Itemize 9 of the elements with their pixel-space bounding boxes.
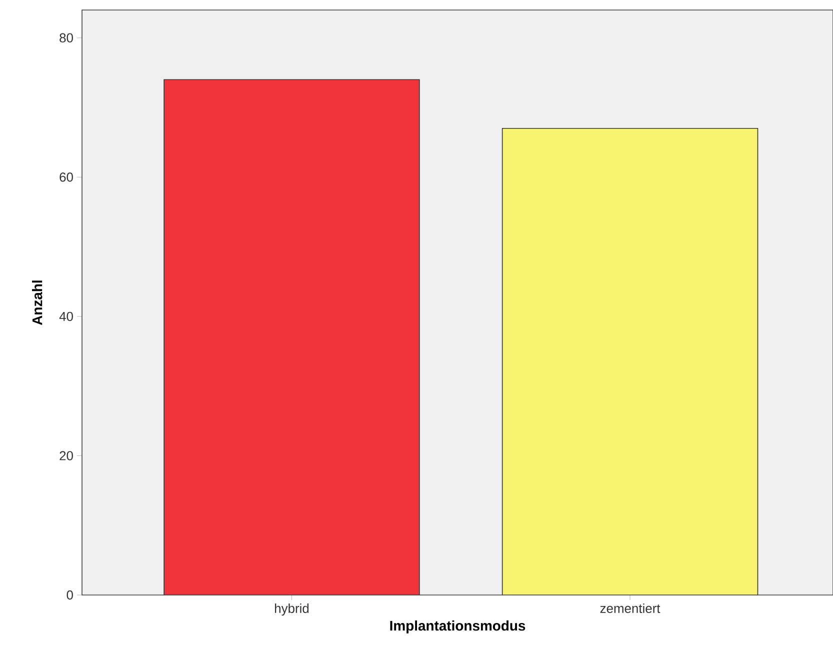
y-tick-label: 40 xyxy=(59,312,73,322)
x-axis-title: Implantationsmodus xyxy=(390,620,526,634)
x-tick-label: zementiert xyxy=(600,604,660,614)
y-axis-title: Anzahl xyxy=(32,280,42,326)
x-tick-label: hybrid xyxy=(274,604,309,616)
y-tick-label: 0 xyxy=(66,590,73,600)
y-tick-label: 20 xyxy=(60,451,73,460)
y-tick-label: 60 xyxy=(60,172,73,182)
y-tick-label: 80 xyxy=(60,33,73,42)
